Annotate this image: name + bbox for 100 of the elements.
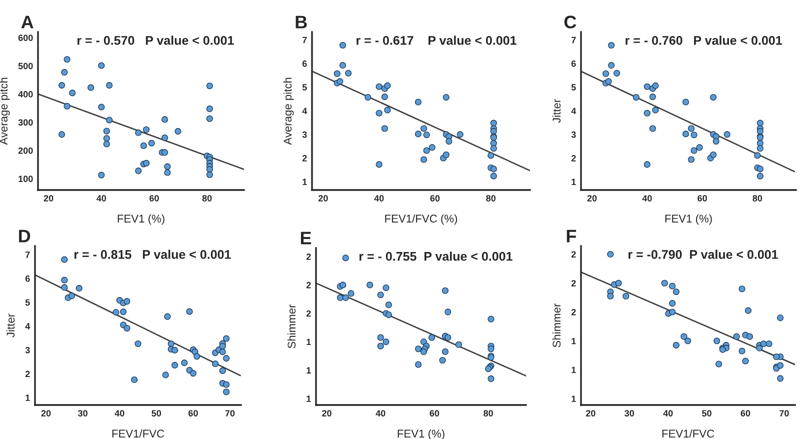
point	[710, 94, 717, 101]
point	[382, 338, 390, 346]
point	[661, 280, 668, 286]
y-tick-label: 7	[572, 36, 576, 44]
point	[190, 370, 196, 377]
x-tick-label: 20	[318, 195, 328, 202]
x-tick-label: 80	[486, 195, 496, 202]
point	[168, 340, 174, 348]
point	[746, 333, 754, 340]
point	[442, 348, 449, 356]
point	[444, 334, 452, 341]
x-tick-label: 20	[322, 410, 332, 416]
point	[456, 131, 464, 138]
point	[615, 280, 622, 286]
point	[385, 311, 392, 318]
point	[682, 130, 690, 138]
point	[103, 128, 110, 134]
point	[148, 140, 155, 146]
point	[377, 292, 384, 298]
point	[161, 116, 168, 123]
y-tick-label: 2	[571, 280, 576, 286]
point	[135, 168, 142, 174]
y-tick-label: 6	[25, 275, 30, 282]
point	[334, 70, 340, 77]
point	[206, 166, 213, 173]
point	[756, 166, 764, 172]
x-tick-label: 60	[430, 410, 440, 416]
x-tick-label: 80	[484, 410, 493, 416]
x-tick-label: 80	[752, 195, 762, 202]
point	[439, 356, 446, 364]
chart-title: E	[300, 232, 312, 244]
y-tick-label: 1	[306, 396, 311, 402]
point	[423, 147, 430, 154]
point	[219, 342, 226, 350]
point	[682, 98, 690, 106]
point	[342, 294, 349, 302]
x-tick-label: 40	[642, 195, 652, 202]
annotation: r = - 0.760 P value < 0.001	[626, 36, 782, 45]
point	[381, 125, 388, 132]
point	[98, 62, 105, 69]
x-tick-label: 20	[586, 410, 596, 416]
point	[336, 78, 344, 85]
y-axis-title: Average pitch	[283, 78, 294, 145]
chart-title: B	[296, 16, 307, 28]
y-tick-label: 1	[26, 394, 30, 401]
point	[714, 338, 720, 344]
point	[342, 254, 349, 262]
point	[68, 292, 76, 300]
point	[680, 333, 688, 340]
point	[384, 82, 391, 89]
x-tick-label: 50	[152, 410, 162, 416]
point	[76, 284, 82, 292]
y-tick-label: 2	[306, 310, 311, 317]
x-axis-title: FEV1/FVC	[662, 429, 714, 438]
point	[444, 308, 452, 316]
y-tick-label: 1	[572, 338, 576, 344]
point	[649, 94, 656, 100]
point	[384, 106, 391, 114]
point	[420, 156, 428, 163]
x-tick-label: 60	[430, 195, 440, 202]
point	[58, 82, 66, 89]
point	[415, 361, 422, 368]
y-tick-label: 2	[571, 308, 576, 316]
point	[98, 172, 105, 178]
y-tick-label: 1	[306, 338, 311, 346]
point	[181, 360, 188, 366]
point	[490, 172, 497, 180]
y-tick-label: 300	[18, 119, 33, 126]
x-axis-title: FEV1/FVC (%)	[385, 214, 458, 225]
point	[161, 134, 168, 142]
point	[724, 131, 730, 138]
x-tick-label: 30	[78, 410, 88, 417]
point	[649, 125, 656, 132]
x-tick-label: 20	[41, 410, 51, 416]
annotation: r = -0.790 P value < 0.001	[628, 250, 778, 259]
point	[672, 288, 680, 296]
x-tick-label: 50	[702, 410, 712, 416]
point	[98, 104, 105, 110]
point	[206, 115, 213, 122]
point	[420, 125, 428, 132]
y-axis-title: Shimmer	[287, 304, 296, 348]
point	[219, 367, 226, 374]
point	[336, 294, 344, 302]
y-tick-label: 2	[571, 155, 576, 162]
point	[171, 362, 178, 368]
point	[64, 102, 70, 110]
point	[602, 70, 610, 77]
point	[632, 94, 640, 101]
point	[442, 151, 450, 158]
x-tick-label: 40	[96, 195, 106, 202]
point	[756, 172, 764, 180]
point	[488, 346, 494, 352]
y-tick-label: 2	[302, 155, 307, 162]
y-tick-label: 100	[18, 176, 33, 182]
y-tick-label: 7	[26, 252, 30, 258]
point	[710, 151, 717, 158]
point	[608, 42, 615, 49]
point	[414, 98, 422, 106]
chart-title: C	[564, 16, 576, 28]
x-tick-label: 60	[150, 195, 159, 202]
